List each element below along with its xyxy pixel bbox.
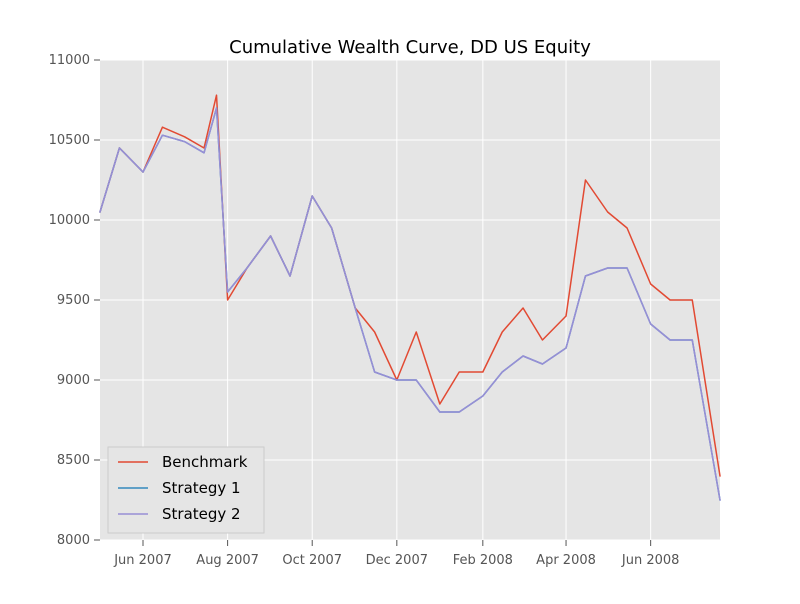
legend-label-benchmark: Benchmark: [162, 453, 248, 471]
x-tick-label-4: Feb 2008: [453, 553, 513, 568]
x-tick-label-0: Jun 2007: [113, 553, 172, 568]
series-layer: [99, 94, 721, 501]
x-tick-label-3: Dec 2007: [366, 553, 428, 568]
x-tick-label-1: Aug 2007: [196, 553, 259, 568]
x-tick-label-6: Jun 2008: [621, 553, 680, 568]
y-tick-label-5: 10500: [49, 133, 90, 148]
legend-label-strategy-2: Strategy 2: [162, 505, 241, 523]
tick-layer: 8000 8500 9000 9500 10000 10500 11000 Jun 2007 A…: [49, 53, 680, 568]
y-tick-label-0: 8000: [57, 533, 90, 548]
legend: Benchmark Strategy 1 Strategy 2: [107, 446, 265, 534]
series-line-strategy-2: [99, 107, 721, 501]
x-tick-label-5: Apr 2008: [536, 553, 596, 568]
y-tick-label-2: 9000: [57, 373, 90, 388]
y-tick-label-4: 10000: [49, 213, 90, 228]
chart-title: Cumulative Wealth Curve, DD US Equity: [229, 37, 591, 58]
y-tick-label-1: 8500: [57, 453, 90, 468]
legend-label-strategy-1: Strategy 1: [162, 479, 241, 497]
y-tick-label-3: 9500: [57, 293, 90, 308]
x-tick-label-2: Oct 2007: [282, 553, 342, 568]
y-tick-label-6: 11000: [49, 53, 90, 68]
